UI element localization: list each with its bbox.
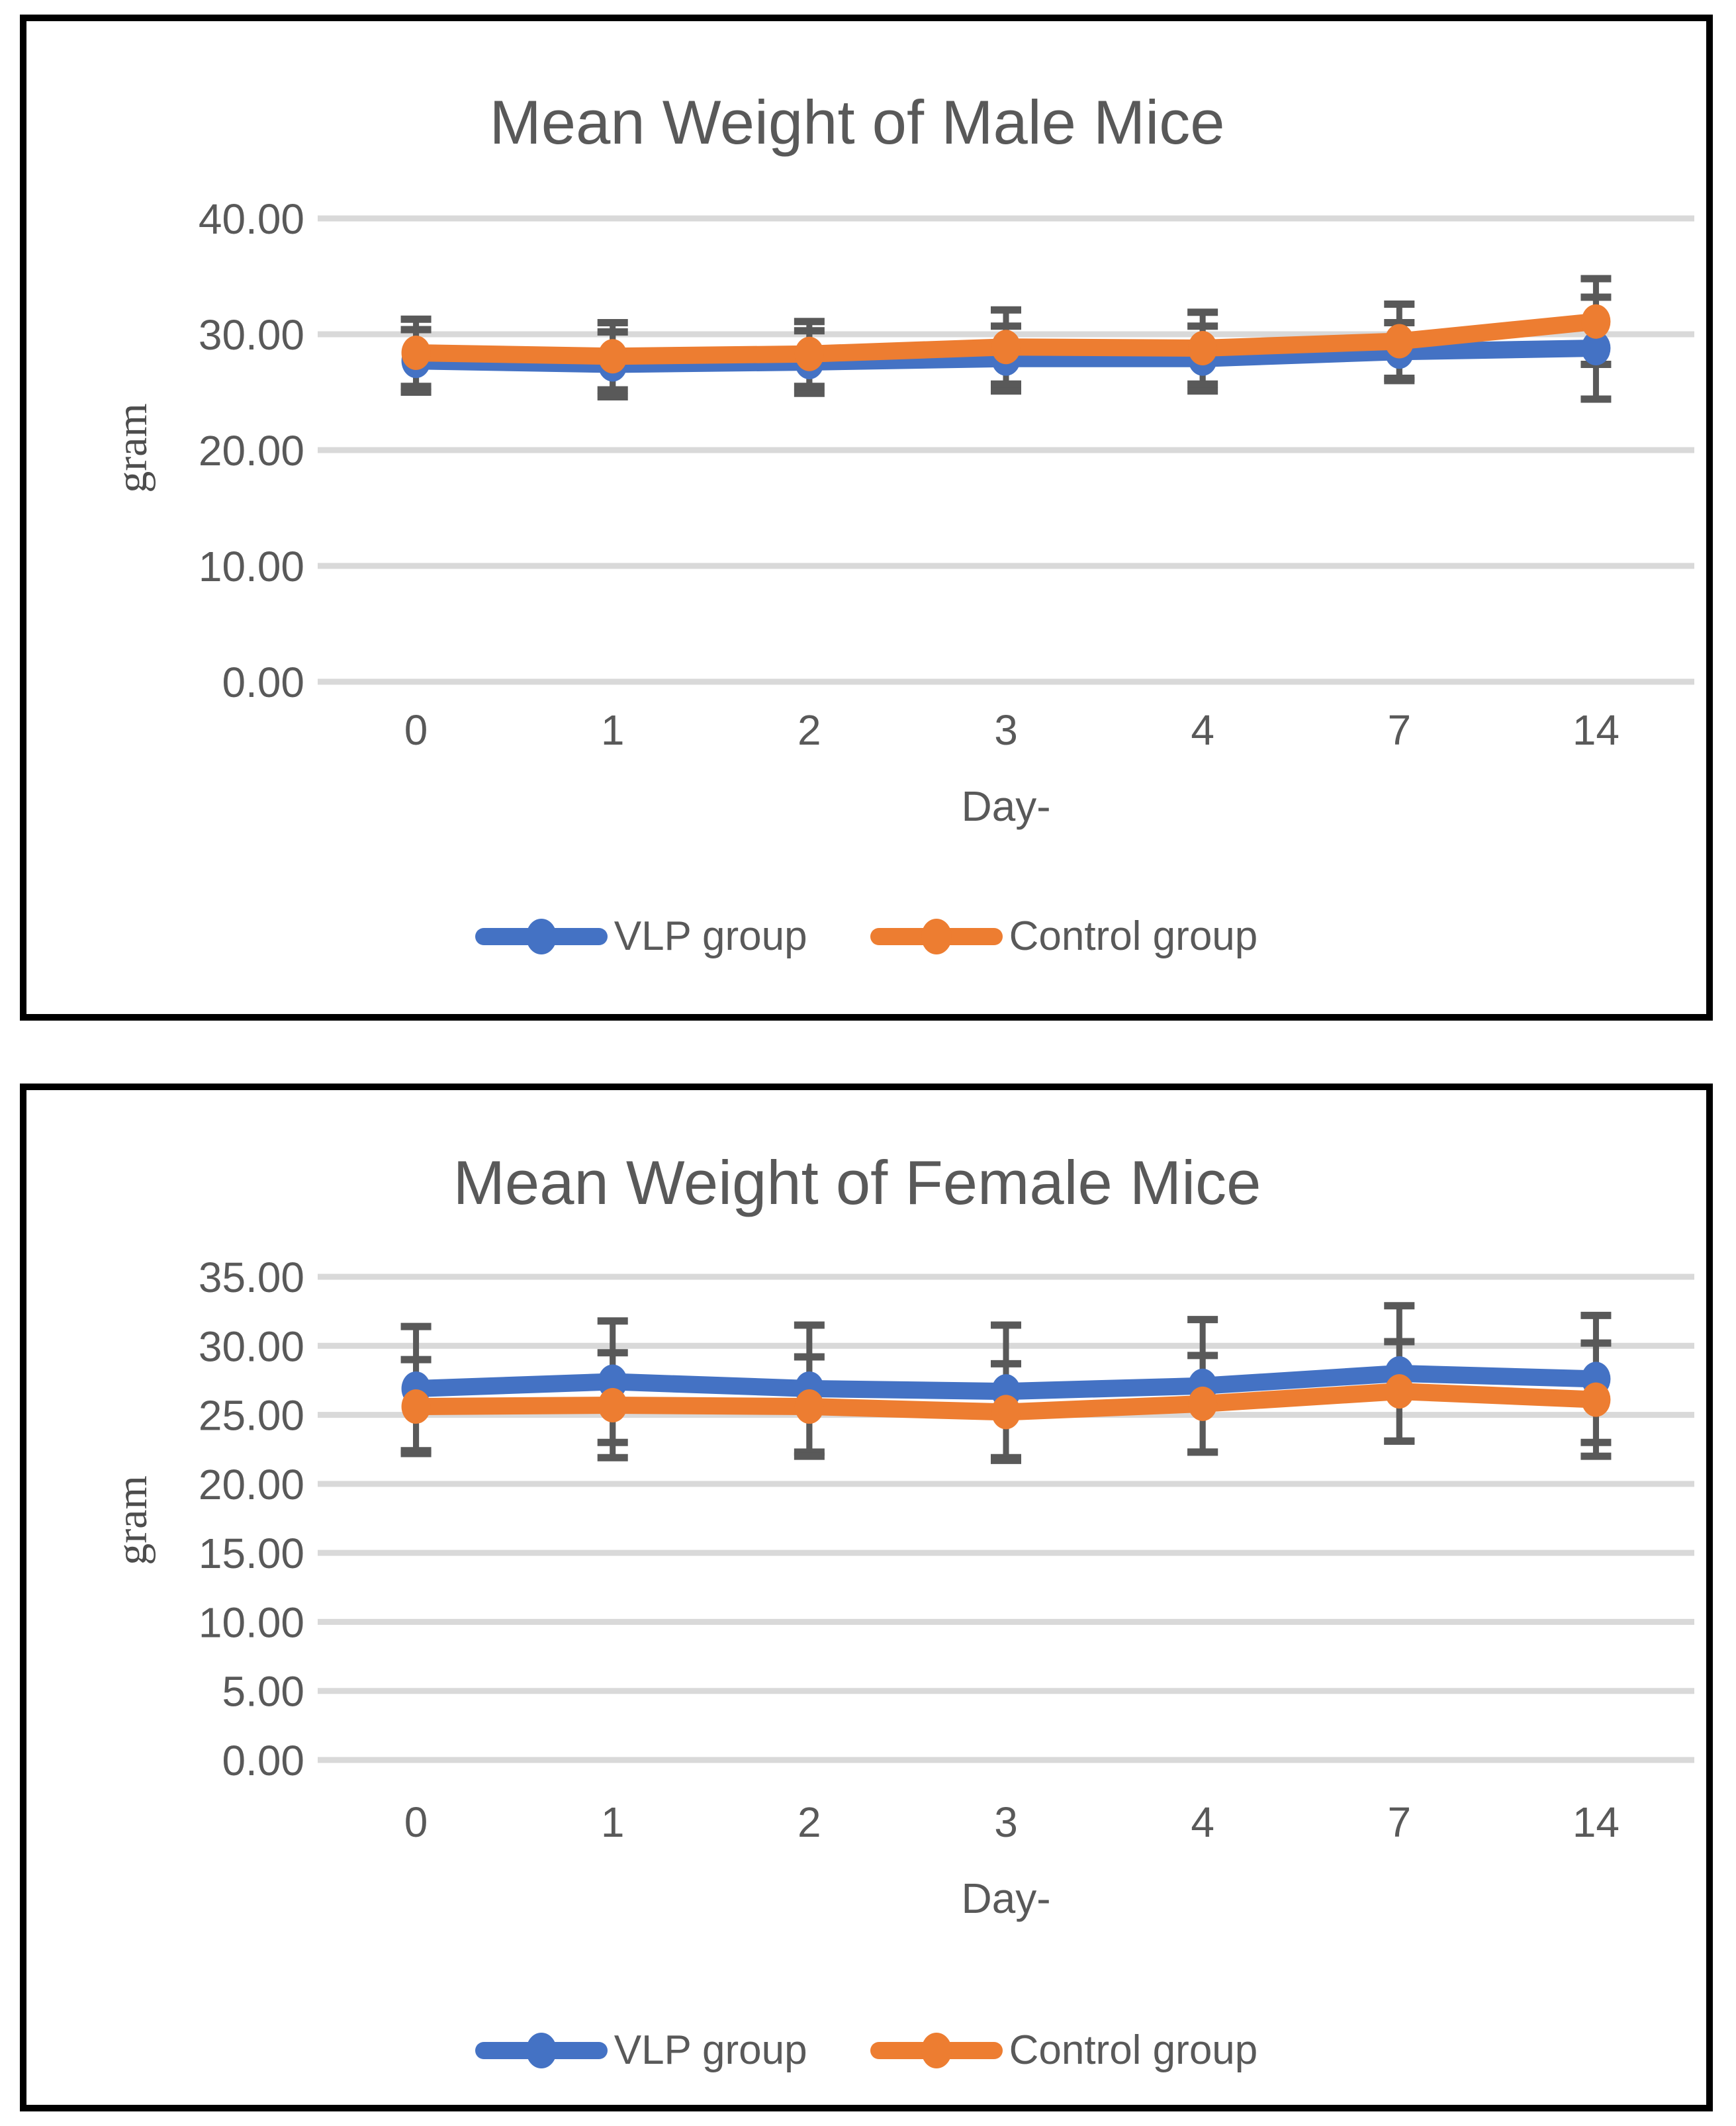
x-tick-label: 14 [1573,1798,1620,1846]
vlp-line-marker-icon [475,2032,608,2069]
marker-control-group [991,1395,1021,1430]
marker-control-group [401,336,431,370]
y-tick-label: 0.00 [222,1737,304,1784]
marker-vlp-group [1581,331,1611,365]
marker-control-group [1188,331,1218,365]
y-tick-label: 25.00 [199,1392,304,1440]
marker-control-group [598,1387,627,1422]
control-line-marker-icon [870,2032,1003,2069]
x-tick-label: 7 [1387,706,1411,754]
x-tick-label: 2 [798,706,821,754]
y-tick-label: 30.00 [199,311,304,359]
y-tick-label: 10.00 [199,543,304,590]
marker-control-group [794,336,824,371]
x-tick-label: 1 [601,706,625,754]
male-chart-panel: 40.00 30.00 20.00 10.00 0.00 0 1 2 3 4 7 14 Mean Wei… [20,15,1713,1021]
marker-control-group [1385,324,1414,359]
legend-label: VLP group [614,2027,807,2073]
legend: VLP group Control group [26,916,1706,957]
legend-item-vlp-group: VLP group [475,916,807,957]
x-tick-label: 3 [994,706,1018,754]
marker-control-group [1188,1386,1218,1421]
x-tick-label: 7 [1387,1798,1411,1846]
male-chart-plot: 40.00 30.00 20.00 10.00 0.00 0 1 2 3 4 7 14 Mean Wei… [108,87,1694,830]
legend-label: Control group [1009,2027,1258,2073]
female-chart-panel: 35.00 30.00 25.00 20.00 15.00 10.00 5.00 0.00 0 1… [20,1084,1713,2111]
y-axis-title: gram [108,1475,156,1565]
chart-title: Mean Weight of Female Mice [453,1148,1261,1217]
marker-control-group [1581,1382,1611,1417]
x-axis-title: Day- [961,1874,1050,1922]
chart-title: Mean Weight of Male Mice [489,87,1224,157]
marker-control-group [794,1389,824,1424]
x-axis-title: Day- [961,782,1050,830]
x-tick-label: 3 [994,1798,1018,1846]
y-axis-title: gram [108,403,156,493]
y-tick-label: 10.00 [199,1598,304,1646]
female-chart-plot: 35.00 30.00 25.00 20.00 15.00 10.00 5.00 0.00 0 1… [108,1148,1694,1922]
marker-control-group [1385,1374,1414,1409]
vlp-line-marker-icon [475,918,608,955]
x-tick-label: 4 [1191,1798,1214,1846]
y-tick-label: 40.00 [199,195,304,243]
x-tick-label: 4 [1191,706,1214,754]
marker-control-group [598,339,627,374]
y-tick-label: 20.00 [199,427,304,475]
marker-control-group [1581,304,1611,339]
y-tick-label: 5.00 [222,1668,304,1716]
control-line-marker-icon [870,918,1003,955]
y-tick-label: 0.00 [222,659,304,706]
y-tick-label: 15.00 [199,1530,304,1577]
x-tick-label: 0 [404,706,428,754]
legend-item-control-group: Control group [870,2027,1258,2073]
legend: VLP group Control group [26,2030,1706,2071]
legend-item-control-group: Control group [870,913,1258,959]
marker-control-group [991,330,1021,365]
marker-control-group [401,1389,431,1424]
x-tick-label: 0 [404,1798,428,1846]
x-tick-label: 2 [798,1798,821,1846]
legend-label: VLP group [614,913,807,959]
y-tick-label: 35.00 [199,1254,304,1301]
y-tick-label: 30.00 [199,1322,304,1370]
x-tick-label: 1 [601,1798,625,1846]
y-tick-label: 20.00 [199,1461,304,1508]
x-tick-label: 14 [1573,706,1620,754]
legend-item-vlp-group: VLP group [475,2030,807,2071]
legend-label: Control group [1009,913,1258,959]
